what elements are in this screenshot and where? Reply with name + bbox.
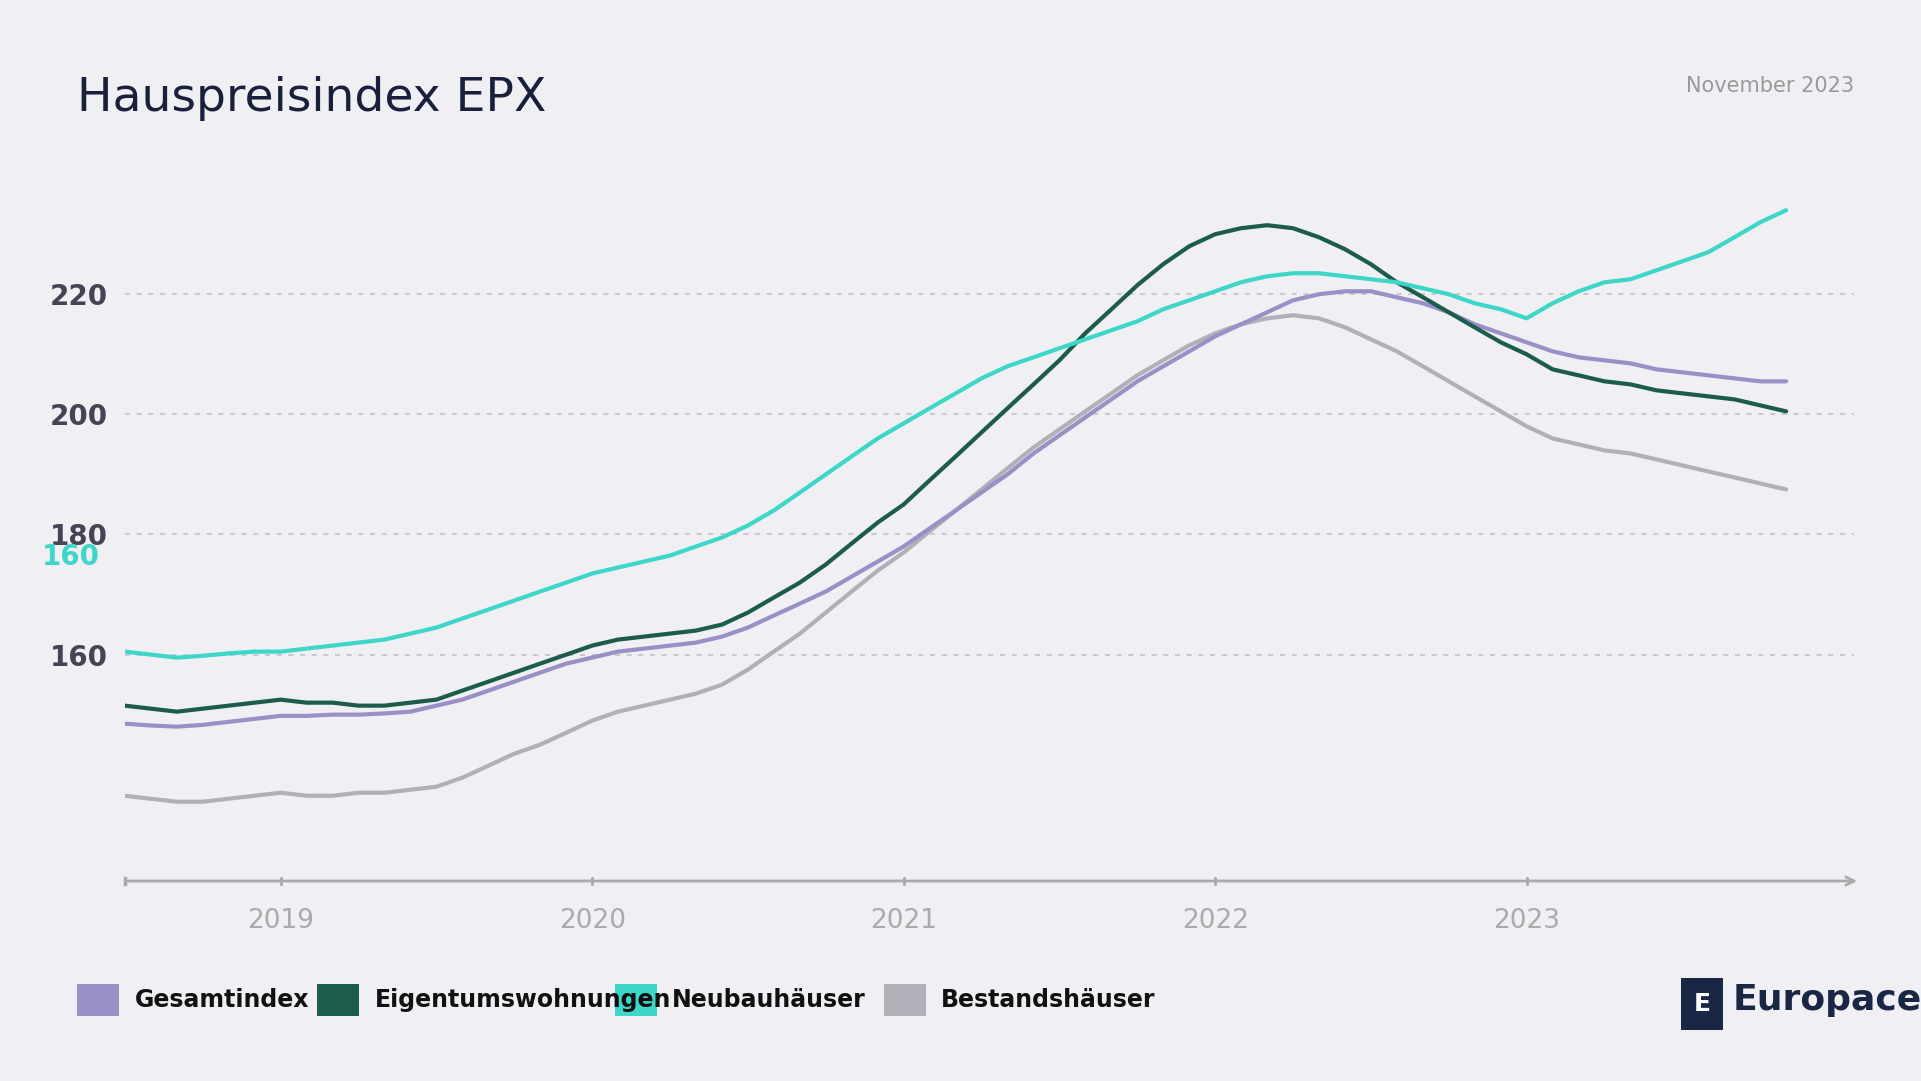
- Text: E: E: [1694, 992, 1710, 1016]
- Text: 2021: 2021: [870, 908, 937, 934]
- Text: 2019: 2019: [248, 908, 315, 934]
- Text: Neubauhäuser: Neubauhäuser: [672, 988, 866, 1012]
- Text: 2020: 2020: [559, 908, 626, 934]
- Text: Bestandshäuser: Bestandshäuser: [941, 988, 1156, 1012]
- Text: November 2023: November 2023: [1685, 76, 1854, 96]
- Text: Europace: Europace: [1733, 983, 1921, 1017]
- Text: Hauspreisindex EPX: Hauspreisindex EPX: [77, 76, 546, 121]
- Text: 2022: 2022: [1181, 908, 1249, 934]
- Text: Gesamtindex: Gesamtindex: [134, 988, 309, 1012]
- Text: Eigentumswohnungen: Eigentumswohnungen: [375, 988, 670, 1012]
- Text: 2023: 2023: [1493, 908, 1560, 934]
- Text: 160: 160: [42, 543, 100, 571]
